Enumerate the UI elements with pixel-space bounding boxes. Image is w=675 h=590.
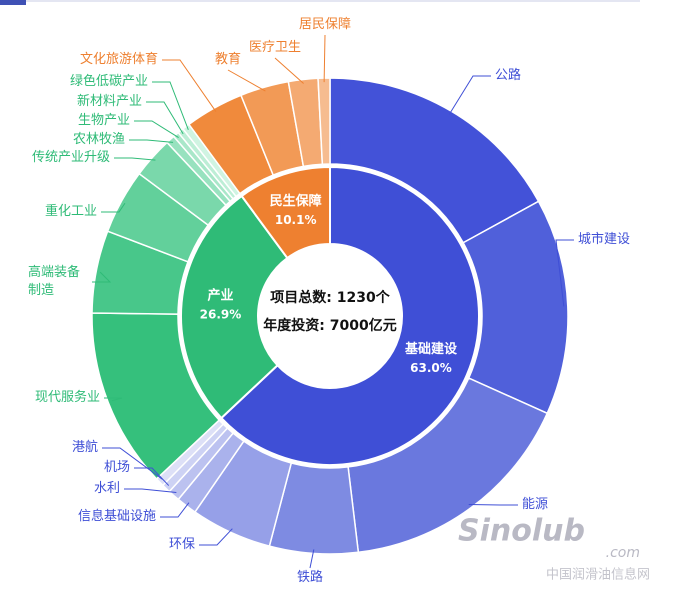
slice-label: 农林牧渔: [72, 132, 125, 147]
slice-label: 信息基础设施: [77, 509, 156, 524]
slice-label: 水利: [93, 481, 120, 496]
center-text: 年度投资: 7000亿元: [263, 317, 396, 334]
center-text: 项目总数: 1230个: [270, 289, 390, 306]
leader-line: [129, 139, 174, 143]
slice-label: 城市建设: [578, 232, 631, 247]
slice-label: 新材料产业: [76, 94, 142, 109]
center-hole: [258, 244, 402, 388]
watermark-domain: .com: [606, 545, 640, 561]
slice-label: 环保: [168, 537, 195, 552]
leader-line: [152, 81, 189, 130]
slice-label: 文化旅游体育: [79, 52, 158, 67]
group-value: 63.0%: [410, 361, 452, 375]
leader-line: [227, 69, 266, 92]
slice-label: 高端装备 制造: [28, 265, 81, 298]
leader-line: [162, 59, 217, 112]
slice-label: 铁路: [296, 570, 324, 585]
leader-line: [102, 447, 163, 480]
group-label: 产业: [207, 287, 233, 303]
group-value: 26.9%: [200, 307, 242, 321]
leader-line: [274, 57, 304, 84]
outer-slice: [317, 77, 331, 165]
leader-line: [468, 503, 518, 506]
leader-line: [124, 488, 177, 493]
slice-label: 教育: [214, 52, 242, 67]
leader-line: [146, 101, 184, 135]
leader-line: [160, 502, 190, 518]
slice-label: 传统产业升级: [31, 150, 110, 165]
top-bar: [0, 0, 26, 5]
slice-label: 医疗卫生: [248, 40, 302, 55]
slice-label: 居民保障: [298, 17, 352, 32]
slice-label: 生物产业: [77, 113, 130, 128]
slice-label: 绿色低碳产业: [69, 74, 148, 89]
leader-line: [114, 157, 156, 161]
group-label: 基础建设: [404, 341, 458, 357]
slice-label: 能源: [522, 497, 549, 512]
leader-line: [309, 549, 315, 569]
leader-line: [101, 202, 126, 213]
group-value: 10.1%: [275, 213, 317, 227]
slice-label: 现代服务业: [34, 390, 100, 405]
leader-line: [134, 467, 170, 486]
watermark-site: 中国润滑油信息网: [546, 567, 650, 583]
slice-label: 港航: [71, 440, 98, 455]
slice-label: 重化工业: [44, 204, 97, 219]
slice-label: 公路: [495, 68, 522, 83]
slice-label: 机场: [103, 460, 130, 475]
leader-line: [323, 34, 326, 83]
leader-line: [555, 239, 574, 307]
leader-line: [134, 120, 179, 139]
group-label: 民生保障: [270, 193, 322, 209]
leader-line: [92, 271, 112, 283]
leader-line: [448, 75, 491, 115]
leader-line: [104, 397, 123, 402]
watermark-brand: Sinolub: [458, 514, 585, 549]
leader-line: [199, 528, 233, 546]
